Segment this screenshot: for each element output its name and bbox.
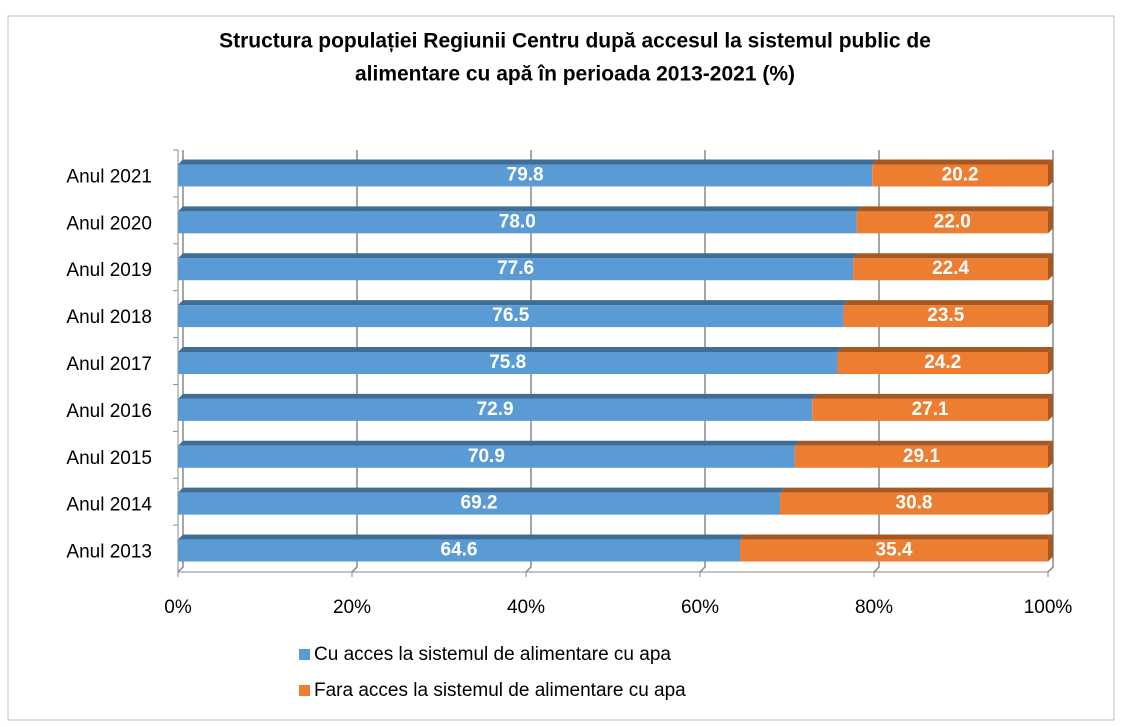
grid-line [699, 150, 706, 573]
bar-top [178, 487, 786, 493]
bar [178, 211, 857, 234]
data-label: 29.1 [903, 446, 940, 467]
grid-line [525, 150, 532, 573]
bar-top [178, 253, 859, 259]
bar [178, 258, 854, 281]
data-label: 76.5 [492, 305, 529, 326]
x-tick-label: 80% [855, 597, 893, 618]
x-tick-label: 0% [164, 597, 192, 618]
bar [812, 398, 1048, 421]
bar-side [1048, 440, 1053, 468]
bar-side [1048, 393, 1053, 421]
bar-side [1048, 300, 1053, 328]
data-label: 72.9 [477, 399, 514, 420]
data-label: 79.8 [507, 164, 544, 185]
y-tick-label: Anul 2014 [66, 495, 152, 516]
bar [178, 164, 873, 187]
data-label: 30.8 [896, 493, 933, 514]
bar-side [1048, 253, 1053, 281]
legend-label: Fara acces la sistemul de alimentare cu … [314, 680, 686, 701]
bar-top [780, 487, 1053, 493]
bar-top [853, 253, 1053, 259]
bar [178, 539, 741, 562]
bar [872, 164, 1048, 187]
data-label: 23.5 [927, 305, 964, 326]
data-label: 75.8 [489, 352, 526, 373]
grid-line [873, 150, 880, 573]
grid-line [177, 150, 184, 573]
bar-top [740, 534, 1053, 540]
chart-title: Structura populației Regiunii Centru dup… [219, 30, 931, 53]
data-label: 77.6 [497, 258, 534, 279]
bar [837, 352, 1048, 374]
bar-side [1048, 487, 1053, 515]
x-tick-label: 40% [507, 597, 545, 618]
bar [178, 492, 781, 515]
bar-top [872, 159, 1053, 165]
bar-top [856, 206, 1053, 212]
bar [178, 445, 795, 468]
bar [853, 258, 1048, 281]
bar [794, 445, 1048, 468]
y-tick-label: Anul 2013 [66, 542, 152, 563]
bar-top [178, 393, 818, 399]
bar-side [1048, 534, 1053, 562]
bar-top [178, 300, 849, 306]
bar-top [178, 159, 878, 165]
x-tick-label: 100% [1024, 597, 1073, 618]
bar [178, 398, 813, 421]
legend-label: Cu acces la sistemul de alimentare cu ap… [314, 644, 671, 665]
y-tick-label: Anul 2018 [66, 307, 152, 328]
data-label: 22.0 [934, 211, 971, 232]
bar [740, 539, 1048, 562]
bar-top [794, 440, 1053, 446]
data-label: 20.2 [942, 164, 979, 185]
y-tick-label: Anul 2021 [66, 166, 152, 187]
bar-top [178, 347, 843, 352]
data-label: 22.4 [932, 258, 969, 279]
x-tick-label: 20% [333, 597, 371, 618]
grid-line [1047, 150, 1054, 573]
data-label: 78.0 [499, 211, 536, 232]
grid-line [351, 150, 358, 573]
legend-swatch [299, 649, 310, 660]
bar-top [178, 206, 862, 212]
bar-side [1048, 159, 1053, 187]
data-label: 70.9 [468, 446, 505, 467]
bar [843, 305, 1048, 328]
bar-top [812, 393, 1053, 399]
bar [178, 352, 838, 374]
data-label: 69.2 [461, 493, 498, 514]
bar [856, 211, 1048, 234]
bar [780, 492, 1048, 515]
y-tick-label: Anul 2016 [66, 401, 152, 422]
data-label: 27.1 [912, 399, 949, 420]
chart-title: alimentare cu apă în perioada 2013-2021 … [355, 63, 795, 86]
x-tick-label: 60% [681, 597, 719, 618]
bar-top [178, 534, 746, 540]
y-tick-label: Anul 2019 [66, 260, 152, 281]
y-tick-label: Anul 2015 [66, 448, 152, 469]
bar-side [1048, 206, 1053, 234]
y-tick-label: Anul 2017 [66, 354, 152, 375]
y-tick-label: Anul 2020 [66, 213, 152, 234]
bar [178, 305, 844, 328]
bar-side [1048, 347, 1053, 374]
data-label: 64.6 [441, 540, 478, 561]
bar-top [843, 300, 1053, 306]
data-label: 24.2 [924, 352, 961, 373]
legend-swatch [299, 685, 310, 696]
data-label: 35.4 [876, 540, 913, 561]
bar-top [837, 347, 1053, 352]
bar-top [178, 440, 800, 446]
